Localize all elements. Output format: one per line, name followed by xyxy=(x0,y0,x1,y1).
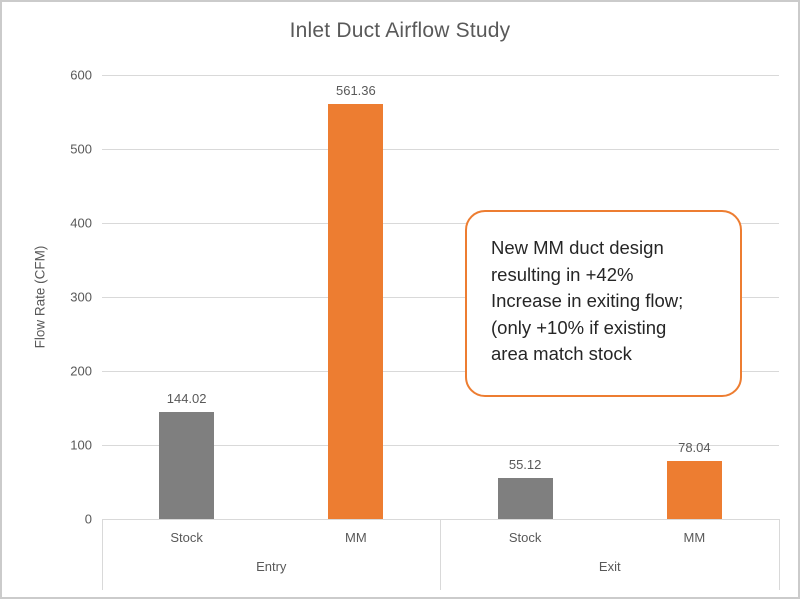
category-label-entry-stock: Stock xyxy=(170,530,203,545)
bar-value-exit-stock: 55.12 xyxy=(508,457,542,473)
y-tick-label-0: 0 xyxy=(84,511,92,527)
category-axis-divider xyxy=(101,519,103,590)
group-label-entry: Entry xyxy=(256,559,287,574)
gridline-600 xyxy=(102,74,779,76)
bar-value-entry-mm: 561.36 xyxy=(335,82,376,98)
gridline-500 xyxy=(102,148,779,150)
gridline-100 xyxy=(102,444,779,446)
annotation-callout: New MM duct design resulting in +42% Inc… xyxy=(465,210,742,397)
y-tick-label-400: 400 xyxy=(70,215,92,231)
bar-value-exit-mm: 78.04 xyxy=(678,440,711,456)
y-tick-label-300: 300 xyxy=(70,289,92,305)
bar-value-entry-stock: 144.02 xyxy=(166,391,207,407)
bar-entry-stock xyxy=(159,412,215,519)
y-tick-label-200: 200 xyxy=(70,363,92,379)
annotation-text: New MM duct design resulting in +42% Inc… xyxy=(491,237,684,364)
category-label-entry-mm: MM xyxy=(345,530,367,545)
y-tick-label-100: 100 xyxy=(70,437,92,453)
category-label-exit-stock: Stock xyxy=(508,530,542,545)
gridline-300 xyxy=(102,296,779,298)
bar-exit-mm xyxy=(666,461,722,519)
bar-entry-mm xyxy=(328,103,384,519)
category-label-exit-mm: MM xyxy=(683,530,706,545)
bar-exit-stock xyxy=(497,478,553,519)
category-axis-divider xyxy=(778,519,780,590)
category-axis-divider xyxy=(440,519,441,590)
y-tick-label-500: 500 xyxy=(70,141,92,157)
y-tick-label-600: 600 xyxy=(70,67,92,83)
group-label-exit: Exit xyxy=(598,559,621,574)
chart-title: Inlet Duct Airflow Study xyxy=(289,19,511,42)
gridline-200 xyxy=(102,370,779,372)
gridline-400 xyxy=(102,222,779,224)
